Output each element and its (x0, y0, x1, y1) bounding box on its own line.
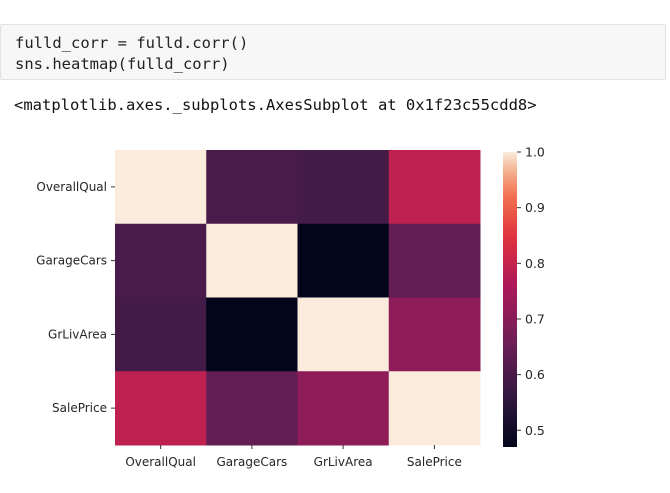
heatmap-cell (297, 150, 390, 225)
heatmap-cell (206, 223, 298, 298)
code-cell[interactable]: fulld_corr = fulld.corr() sns.heatmap(fu… (0, 24, 666, 80)
colorbar-tick-label: 0.9 (525, 200, 545, 215)
heatmap-cell (115, 297, 207, 372)
heatmap-cell (206, 297, 298, 372)
x-tick-label: GarageCars (216, 455, 287, 469)
x-tick-label: OverallQual (125, 455, 196, 469)
x-tick-label: SalePrice (407, 455, 462, 469)
code-line: fulld_corr = fulld.corr() (15, 34, 249, 52)
y-tick-label: SalePrice (52, 401, 107, 415)
heatmap-cell (388, 371, 481, 446)
colorbar (503, 152, 517, 447)
heatmap-cell (206, 150, 298, 225)
colorbar-tick-label: 0.5 (525, 423, 545, 438)
heatmap-cell (388, 297, 481, 372)
colorbar-tick-label: 1.0 (525, 145, 545, 160)
heatmap-cell (297, 297, 390, 372)
heatmap-cell (297, 223, 390, 298)
colorbar-tick-label: 0.8 (525, 256, 545, 271)
heatmap-cell (388, 150, 481, 225)
x-tick-label: GrLivArea (314, 455, 373, 469)
heatmap-cell (297, 371, 390, 446)
y-tick-label: GarageCars (36, 254, 107, 268)
cell-output-text: <matplotlib.axes._subplots.AxesSubplot a… (14, 96, 537, 114)
code-line: sns.heatmap(fulld_corr) (15, 55, 230, 73)
y-tick-label: OverallQual (36, 180, 107, 194)
colorbar-tick-label: 0.6 (525, 367, 545, 382)
heatmap-cell (115, 371, 207, 446)
heatmap-cell (388, 223, 481, 298)
heatmap-cell (115, 150, 207, 225)
heatmap-cell (115, 223, 207, 298)
y-tick-label: GrLivArea (48, 327, 107, 341)
colorbar-tick-label: 0.7 (525, 311, 545, 326)
heatmap-cell (206, 371, 298, 446)
